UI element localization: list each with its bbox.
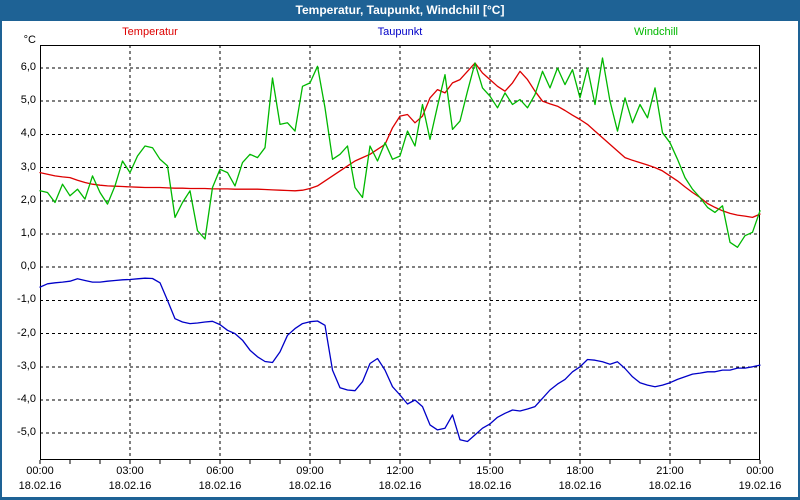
y-tick-label: -5,0 [17,426,36,439]
x-tick-label: 06:00 18.02.16 [188,464,252,494]
x-tick-date: 18.02.16 [288,480,332,492]
x-tick-time: 03:00 [116,465,144,477]
plot-border [40,45,760,460]
x-tick-label: 03:00 18.02.16 [98,464,162,494]
series-taupunkt-line [39,277,761,443]
y-tick-label: -3,0 [17,359,36,372]
y-tick-label: 3,0 [20,160,36,173]
plot-svg [39,45,761,464]
x-tick-time: 00:00 [746,465,774,477]
x-tick-label: 12:00 18.02.16 [368,464,432,494]
series-windchill-line [39,57,761,248]
y-tick-label: 4,0 [20,127,36,140]
x-tick-date: 19.02.16 [738,480,782,492]
y-tick-label: 2,0 [20,193,36,206]
x-tick-time: 12:00 [386,465,414,477]
y-axis-unit-label: °C [23,34,36,46]
x-tick-time: 00:00 [26,465,54,477]
legend-taupunkt: Taupunkt [377,26,423,38]
x-tick-date: 18.02.16 [648,480,692,492]
x-tick-label: 18:00 18.02.16 [548,464,612,494]
y-tick-label: -4,0 [17,393,36,405]
legend-windchill: Windchill [633,26,679,38]
x-tick-date: 18.02.16 [558,480,602,492]
legend-temperatur: Temperatur [122,26,178,38]
x-tick-label: 15:00 18.02.16 [458,464,522,494]
window-title: Temperatur, Taupunkt, Windchill [°C] [295,3,505,17]
x-tick-label: 09:00 18.02.16 [278,464,342,494]
x-tick-date: 18.02.16 [18,480,62,492]
x-tick-date: 18.02.16 [378,480,422,492]
x-tick-time: 21:00 [656,465,684,477]
x-tick-time: 15:00 [476,465,504,477]
x-tick-date: 18.02.16 [108,480,152,492]
x-tick-date: 18.02.16 [198,480,242,492]
x-tick-date: 18.02.16 [468,480,512,492]
x-tick-time: 18:00 [566,465,594,477]
x-tick-label: 21:00 18.02.16 [638,464,702,494]
x-tick-time: 09:00 [296,465,324,477]
x-tick-label: 00:00 18.02.16 [8,464,72,494]
y-tick-label: 1,0 [20,227,36,239]
series-temperatur-line [39,62,761,219]
y-tick-label: -1,0 [17,293,36,306]
x-tick-label: 00:00 19.02.16 [728,464,792,494]
y-tick-label: 5,0 [20,94,36,107]
y-tick-label: -2,0 [17,326,36,339]
y-tick-label: 0,0 [20,260,36,273]
y-tick-label: 6,0 [20,61,36,73]
chart-area: Temperatur Taupunkt Windchill °C 6,0 5,0 4,… [2,21,798,497]
x-tick-time: 06:00 [206,465,234,477]
